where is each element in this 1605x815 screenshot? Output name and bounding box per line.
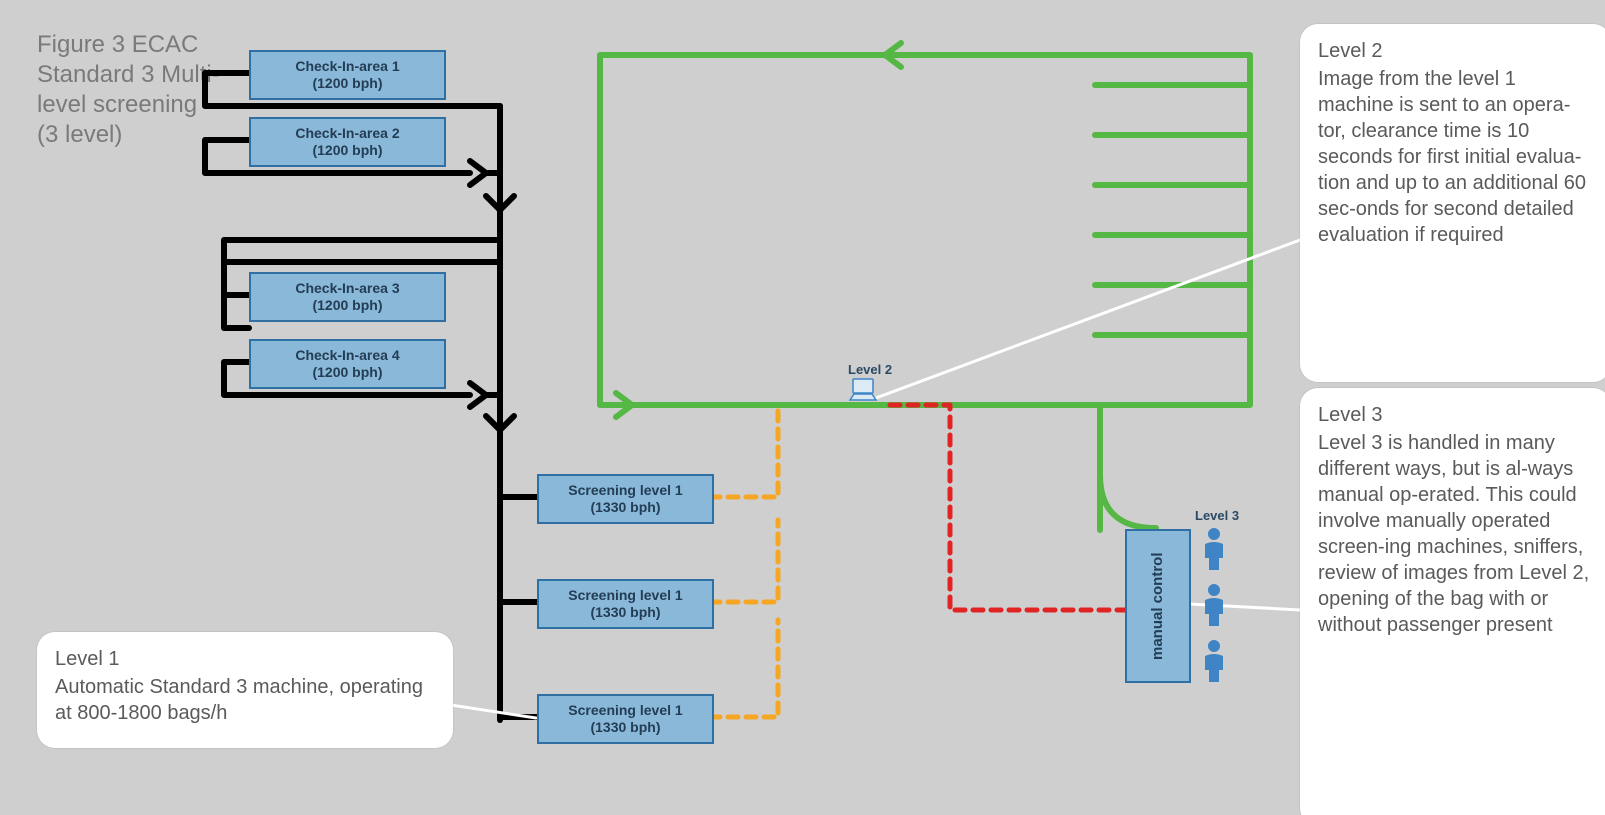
screen-3-label: Screening level 1	[539, 702, 712, 719]
checkin-3-label: Check-In-area 3	[251, 280, 444, 297]
checkin-1: Check-In-area 1(1200 bph)	[249, 50, 446, 100]
checkin-4-label: Check-In-area 4	[251, 347, 444, 364]
screen-1-sub: (1330 bph)	[539, 499, 712, 516]
figure-title-line: (3 level)	[37, 121, 122, 148]
checkin-2: Check-In-area 2(1200 bph)	[249, 117, 446, 167]
screen-3: Screening level 1(1330 bph)	[537, 694, 714, 744]
callout-level2-text: Image from the level 1 machine is sent t…	[1318, 68, 1586, 246]
callout-level1: Level 1 Automatic Standard 3 machine, op…	[37, 632, 453, 748]
checkin-4: Check-In-area 4(1200 bph)	[249, 339, 446, 389]
figure-title: Figure 3 ECAC Standard 3 Multi- level sc…	[37, 30, 257, 150]
callout-level3: Level 3 Level 3 is handled in many diffe…	[1300, 388, 1605, 815]
callout-level2-title: Level 2	[1318, 38, 1593, 64]
callout-level1-title: Level 1	[55, 646, 435, 672]
screen-2-label: Screening level 1	[539, 587, 712, 604]
figure-title-line: Figure 3 ECAC	[37, 31, 198, 58]
checkin-1-label: Check-In-area 1	[251, 58, 444, 75]
level2-label: Level 2	[848, 362, 892, 377]
diagram-stage: Figure 3 ECAC Standard 3 Multi- level sc…	[0, 0, 1605, 815]
checkin-3: Check-In-area 3(1200 bph)	[249, 272, 446, 322]
callout-level1-text: Automatic Standard 3 machine, operating …	[55, 676, 423, 724]
screen-2: Screening level 1(1330 bph)	[537, 579, 714, 629]
computer-icon	[848, 378, 878, 402]
checkin-2-label: Check-In-area 2	[251, 125, 444, 142]
screen-1-label: Screening level 1	[539, 482, 712, 499]
figure-title-line: level screening	[37, 91, 197, 118]
checkin-4-sub: (1200 bph)	[251, 364, 444, 381]
callout-level3-title: Level 3	[1318, 402, 1593, 428]
person-icon	[1199, 526, 1229, 572]
checkin-2-sub: (1200 bph)	[251, 142, 444, 159]
manual: manual control	[1125, 529, 1191, 683]
checkin-3-sub: (1200 bph)	[251, 297, 444, 314]
screen-1: Screening level 1(1330 bph)	[537, 474, 714, 524]
person-icon	[1199, 582, 1229, 628]
screen-3-sub: (1330 bph)	[539, 719, 712, 736]
callout-level2: Level 2 Image from the level 1 machine i…	[1300, 24, 1605, 382]
screen-2-sub: (1330 bph)	[539, 604, 712, 621]
person-icon	[1199, 638, 1229, 684]
figure-title-line: Standard 3 Multi-	[37, 61, 220, 88]
checkin-1-sub: (1200 bph)	[251, 75, 444, 92]
callout-level3-text: Level 3 is handled in many different way…	[1318, 432, 1589, 636]
level3-label: Level 3	[1195, 508, 1239, 523]
